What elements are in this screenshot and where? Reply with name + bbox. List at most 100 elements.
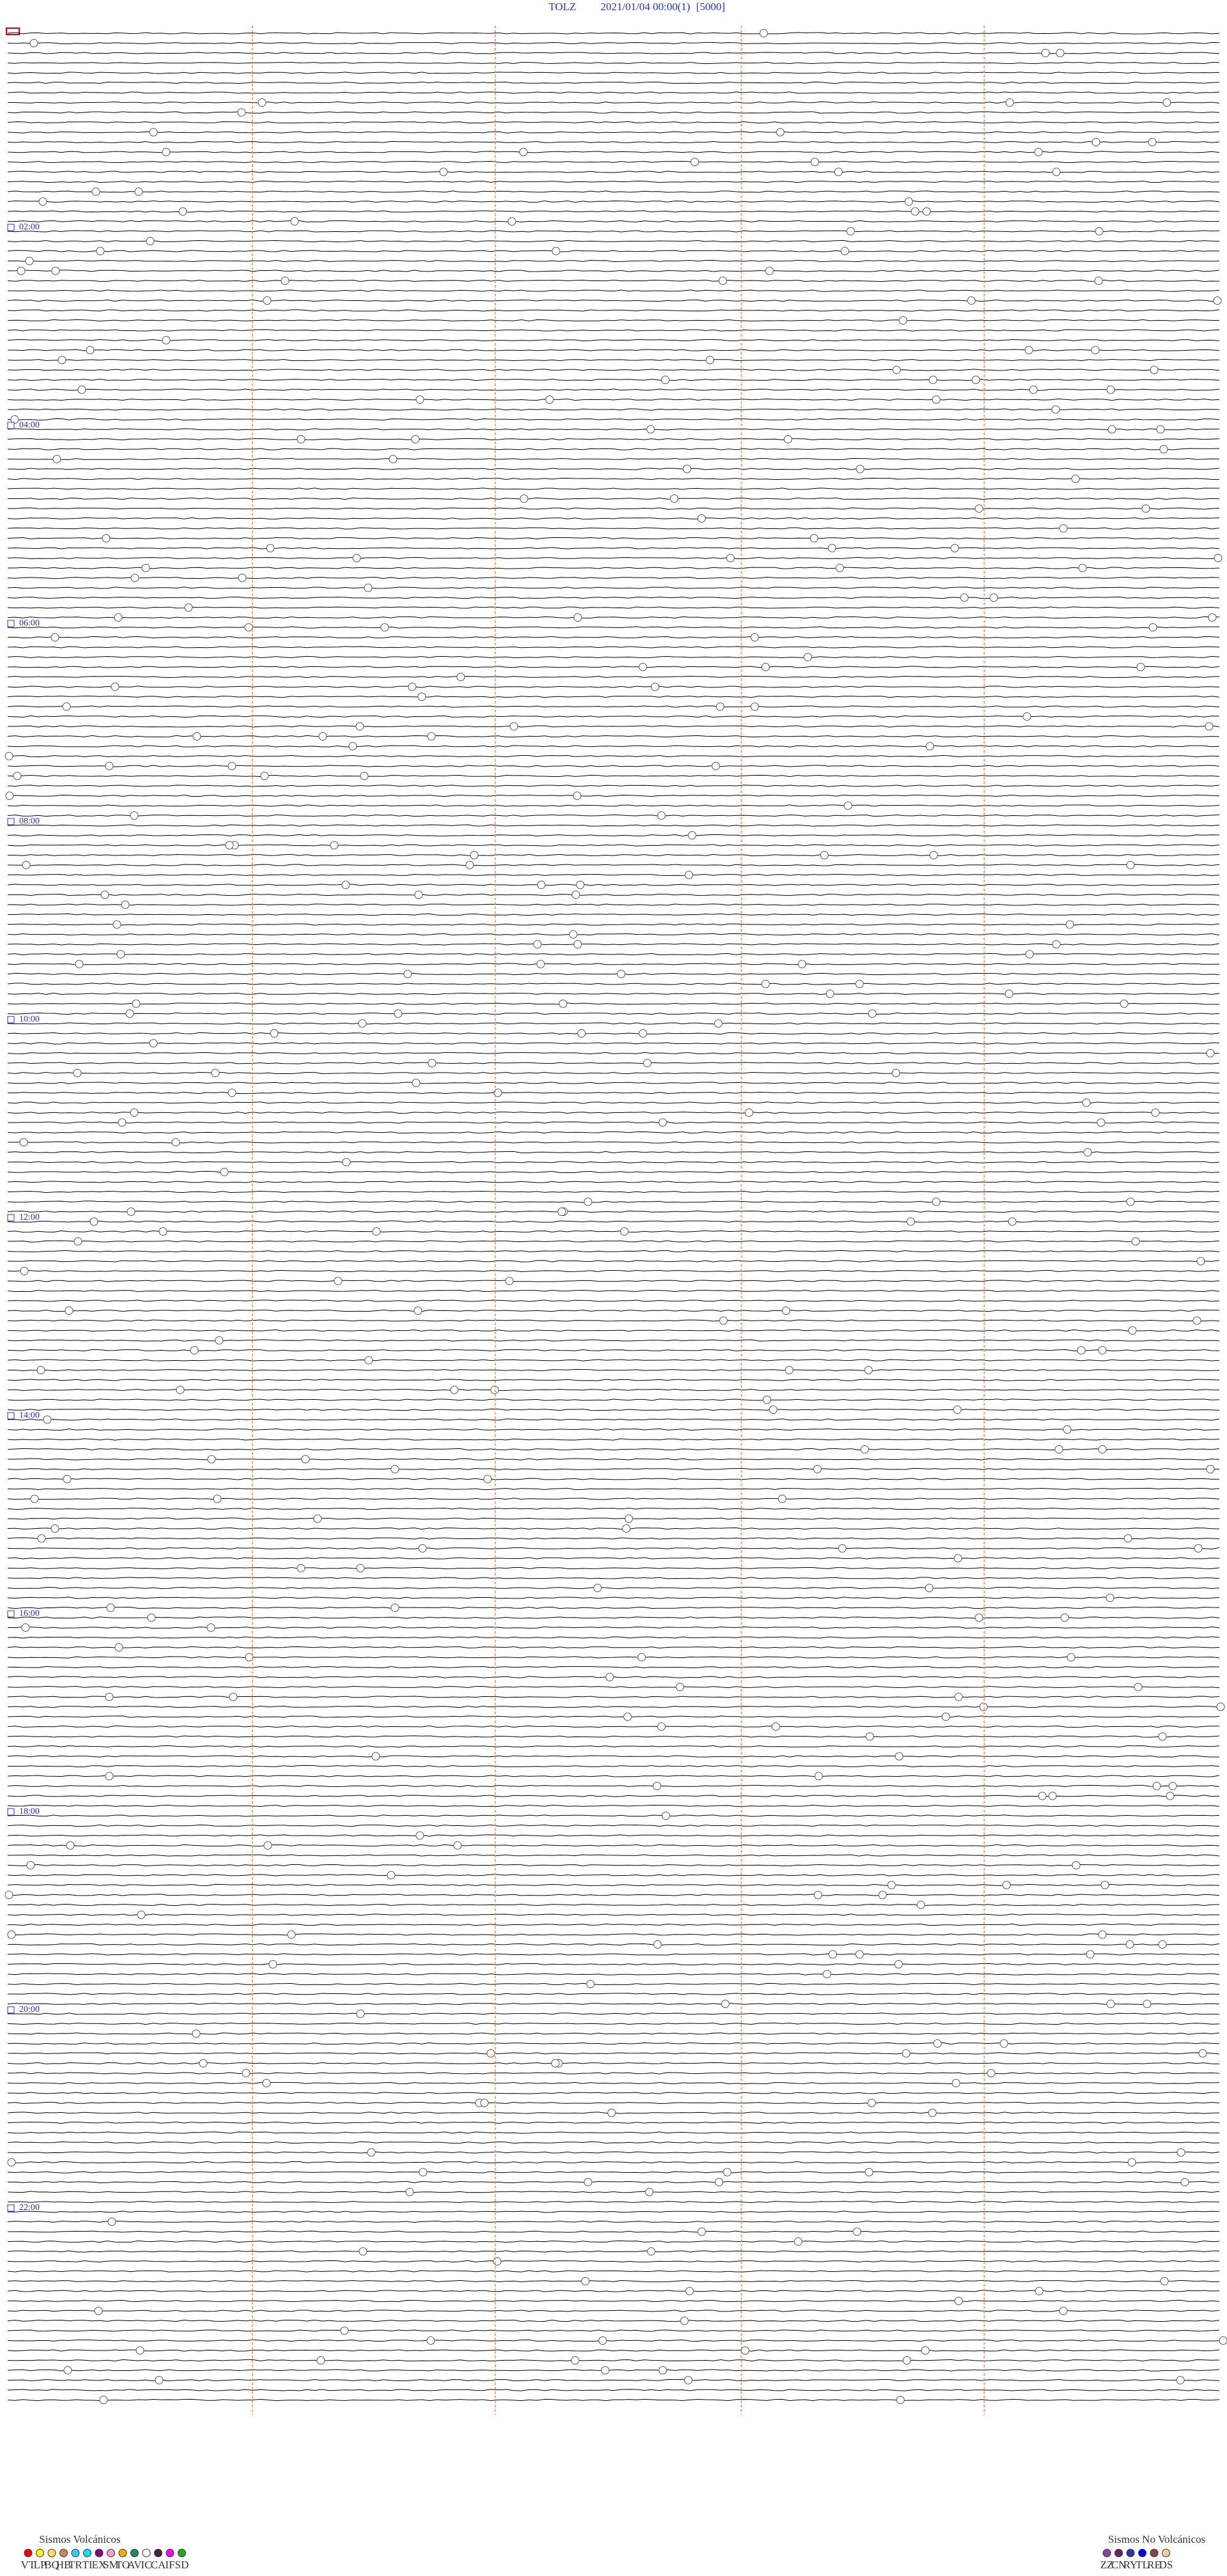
event-marker xyxy=(178,207,187,216)
event-marker xyxy=(118,1118,127,1127)
trace xyxy=(7,1696,1220,1698)
trace xyxy=(8,854,1220,857)
trace xyxy=(7,1894,1220,1896)
trace xyxy=(7,1399,1220,1401)
trace xyxy=(7,1170,1220,1174)
trace xyxy=(7,1002,1219,1005)
event-marker xyxy=(66,1841,75,1850)
event-marker xyxy=(364,1356,373,1365)
trace xyxy=(7,1577,1220,1579)
trace xyxy=(7,2339,1220,2342)
event-marker xyxy=(263,296,272,305)
event-marker xyxy=(258,98,266,107)
event-marker xyxy=(43,1415,52,1424)
event-marker xyxy=(1107,425,1116,434)
trace xyxy=(7,487,1219,490)
event-marker xyxy=(726,554,735,562)
trace xyxy=(7,1725,1220,1728)
event-marker xyxy=(270,1029,279,1038)
trace xyxy=(7,1339,1220,1342)
event-marker xyxy=(826,990,835,998)
trace xyxy=(7,121,1220,124)
event-marker xyxy=(723,2168,732,2177)
event-marker xyxy=(941,1712,950,1721)
event-marker xyxy=(199,2059,208,2067)
trace xyxy=(7,992,1220,995)
event-marker xyxy=(114,1643,123,1652)
event-marker xyxy=(149,1039,158,1048)
event-marker xyxy=(1005,990,1014,998)
event-marker xyxy=(290,217,299,226)
trace xyxy=(7,1557,1220,1560)
event-marker xyxy=(371,1752,380,1761)
event-marker xyxy=(657,811,666,820)
hour-label: 12:00 xyxy=(19,1213,40,1222)
trace xyxy=(7,1190,1220,1193)
event-marker xyxy=(480,2099,489,2107)
event-marker xyxy=(1131,1237,1140,1246)
event-marker xyxy=(573,792,582,800)
event-marker xyxy=(971,376,980,384)
trace xyxy=(7,1973,1220,1975)
event-marker xyxy=(838,1544,847,1552)
event-marker xyxy=(507,217,516,226)
event-marker xyxy=(1125,1940,1134,1949)
event-marker xyxy=(1098,1346,1107,1354)
event-marker xyxy=(922,207,931,216)
trace xyxy=(7,1181,1220,1183)
hour-label: 18:00 xyxy=(19,1807,40,1816)
event-marker xyxy=(865,1732,874,1741)
event-marker xyxy=(1126,861,1135,870)
event-marker xyxy=(301,1455,310,1464)
event-marker xyxy=(658,2366,667,2375)
trace xyxy=(7,953,1219,956)
legend-swatch xyxy=(166,2549,174,2557)
event-marker xyxy=(26,1861,35,1869)
trace xyxy=(8,893,1220,896)
event-marker xyxy=(711,762,720,770)
event-marker xyxy=(605,1673,614,1682)
trace xyxy=(7,2072,1220,2074)
event-marker xyxy=(1160,2277,1169,2285)
event-marker xyxy=(237,108,246,117)
event-marker xyxy=(1166,1791,1175,1800)
event-marker xyxy=(601,2366,610,2375)
trace xyxy=(7,448,1220,450)
marker-box xyxy=(6,27,20,35)
event-marker xyxy=(390,1465,399,1473)
event-marker xyxy=(453,1841,462,1850)
legend-swatch xyxy=(118,2549,127,2557)
event-marker xyxy=(658,1118,667,1127)
trace xyxy=(7,2280,1220,2283)
event-marker xyxy=(813,1465,822,1473)
event-marker xyxy=(340,2326,349,2335)
trace xyxy=(7,1428,1220,1431)
trace xyxy=(7,972,1220,976)
trace xyxy=(8,2200,1220,2204)
event-marker xyxy=(906,1217,915,1226)
trace xyxy=(7,933,1220,936)
trace xyxy=(7,963,1220,965)
event-marker xyxy=(697,2227,706,2236)
event-marker xyxy=(190,1346,199,1354)
event-marker xyxy=(1159,445,1168,454)
event-marker xyxy=(661,1811,670,1820)
event-marker xyxy=(798,960,806,969)
event-marker xyxy=(162,148,171,157)
trace xyxy=(7,1300,1220,1302)
event-marker xyxy=(63,2366,72,2375)
trace xyxy=(7,2121,1220,2124)
event-marker xyxy=(814,1890,822,1899)
hour-label: 10:00 xyxy=(19,1015,40,1024)
legend-code: TL xyxy=(1136,2559,1149,2571)
traces xyxy=(4,26,1227,2415)
event-marker xyxy=(1100,1881,1109,1889)
trace xyxy=(7,2389,1220,2391)
hour-label: 08:00 xyxy=(19,816,40,826)
legend-swatch xyxy=(178,2549,186,2557)
trace xyxy=(7,1636,1220,1639)
event-marker xyxy=(1083,1148,1092,1156)
event-marker xyxy=(765,266,774,275)
event-marker xyxy=(864,1366,873,1374)
event-marker xyxy=(794,2237,803,2246)
